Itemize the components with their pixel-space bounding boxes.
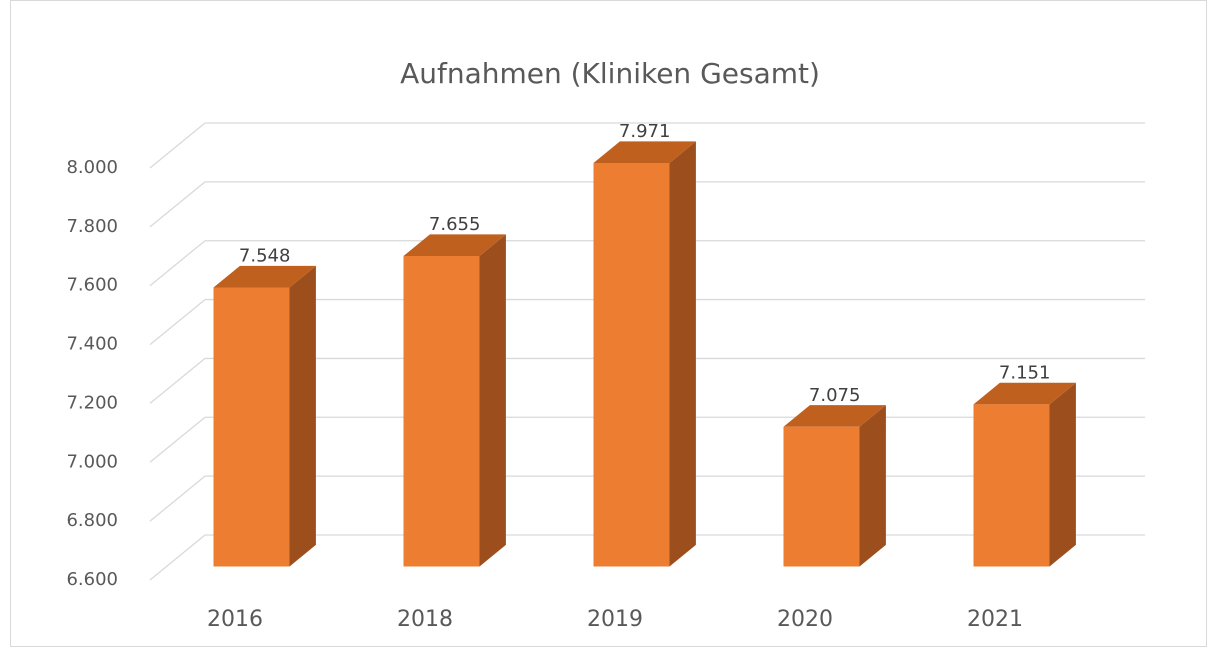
grid-line-floor [149, 475, 206, 522]
bar-side [479, 234, 506, 567]
grid-line-floor [149, 534, 206, 581]
y-tick-label: 7.400 [66, 334, 118, 355]
bar [783, 426, 860, 567]
bar [593, 163, 670, 567]
grid-line-floor [149, 240, 206, 287]
y-tick-label: 7.600 [66, 275, 118, 296]
bar [213, 287, 290, 567]
bar-side [1049, 382, 1076, 567]
bar-side [669, 141, 696, 567]
y-tick-label: 7.000 [66, 451, 118, 472]
bar-top [783, 405, 886, 427]
grid-line-floor [149, 416, 206, 463]
grid-line-floor [149, 357, 206, 404]
bar-side [859, 405, 886, 567]
data-label: 7.655 [429, 214, 481, 235]
x-tick-label: 2020 [777, 607, 833, 632]
x-tick-label: 2019 [587, 607, 643, 632]
bar-top [403, 234, 506, 257]
bar-top [973, 382, 1076, 405]
chart-title: Aufnahmen (Kliniken Gesamt) [400, 57, 820, 90]
bar [973, 404, 1050, 567]
x-tick-label: 2021 [967, 607, 1023, 632]
grid-line-floor [149, 122, 206, 169]
y-tick-label: 7.200 [66, 392, 118, 413]
y-tick-label: 6.600 [66, 569, 118, 590]
grid-line-floor [149, 181, 206, 228]
data-label: 7.971 [619, 121, 671, 142]
grid-line-floor [149, 299, 206, 346]
data-label: 7.075 [809, 385, 861, 406]
x-tick-label: 2018 [397, 607, 453, 632]
y-tick-label: 6.800 [66, 510, 118, 531]
data-label: 7.548 [239, 246, 291, 267]
bar-top [213, 265, 316, 288]
data-label: 7.151 [999, 363, 1051, 384]
y-tick-label: 7.800 [66, 216, 118, 237]
bar-top [593, 141, 696, 164]
x-tick-label: 2016 [207, 607, 263, 632]
y-tick-label: 8.000 [66, 157, 118, 178]
bar-side [289, 265, 316, 567]
bar [403, 256, 480, 567]
